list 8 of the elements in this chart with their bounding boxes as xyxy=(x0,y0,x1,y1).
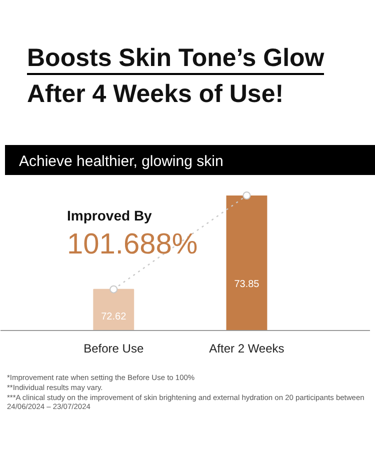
x-tick-label: After 2 Weeks xyxy=(209,342,284,356)
data-label: 73.85 xyxy=(234,278,260,290)
x-tick-label: Before Use xyxy=(84,342,144,356)
annotation: Improved By xyxy=(67,208,152,224)
data-label: 72.62 xyxy=(101,312,127,323)
annotation: 101.688% xyxy=(67,228,198,260)
chart-subtitle: Achieve healthier, glowing skin xyxy=(19,152,224,172)
chart-title: Boosts Skin Tone’s Glow After 4 Weeks of Use! xyxy=(27,44,324,108)
